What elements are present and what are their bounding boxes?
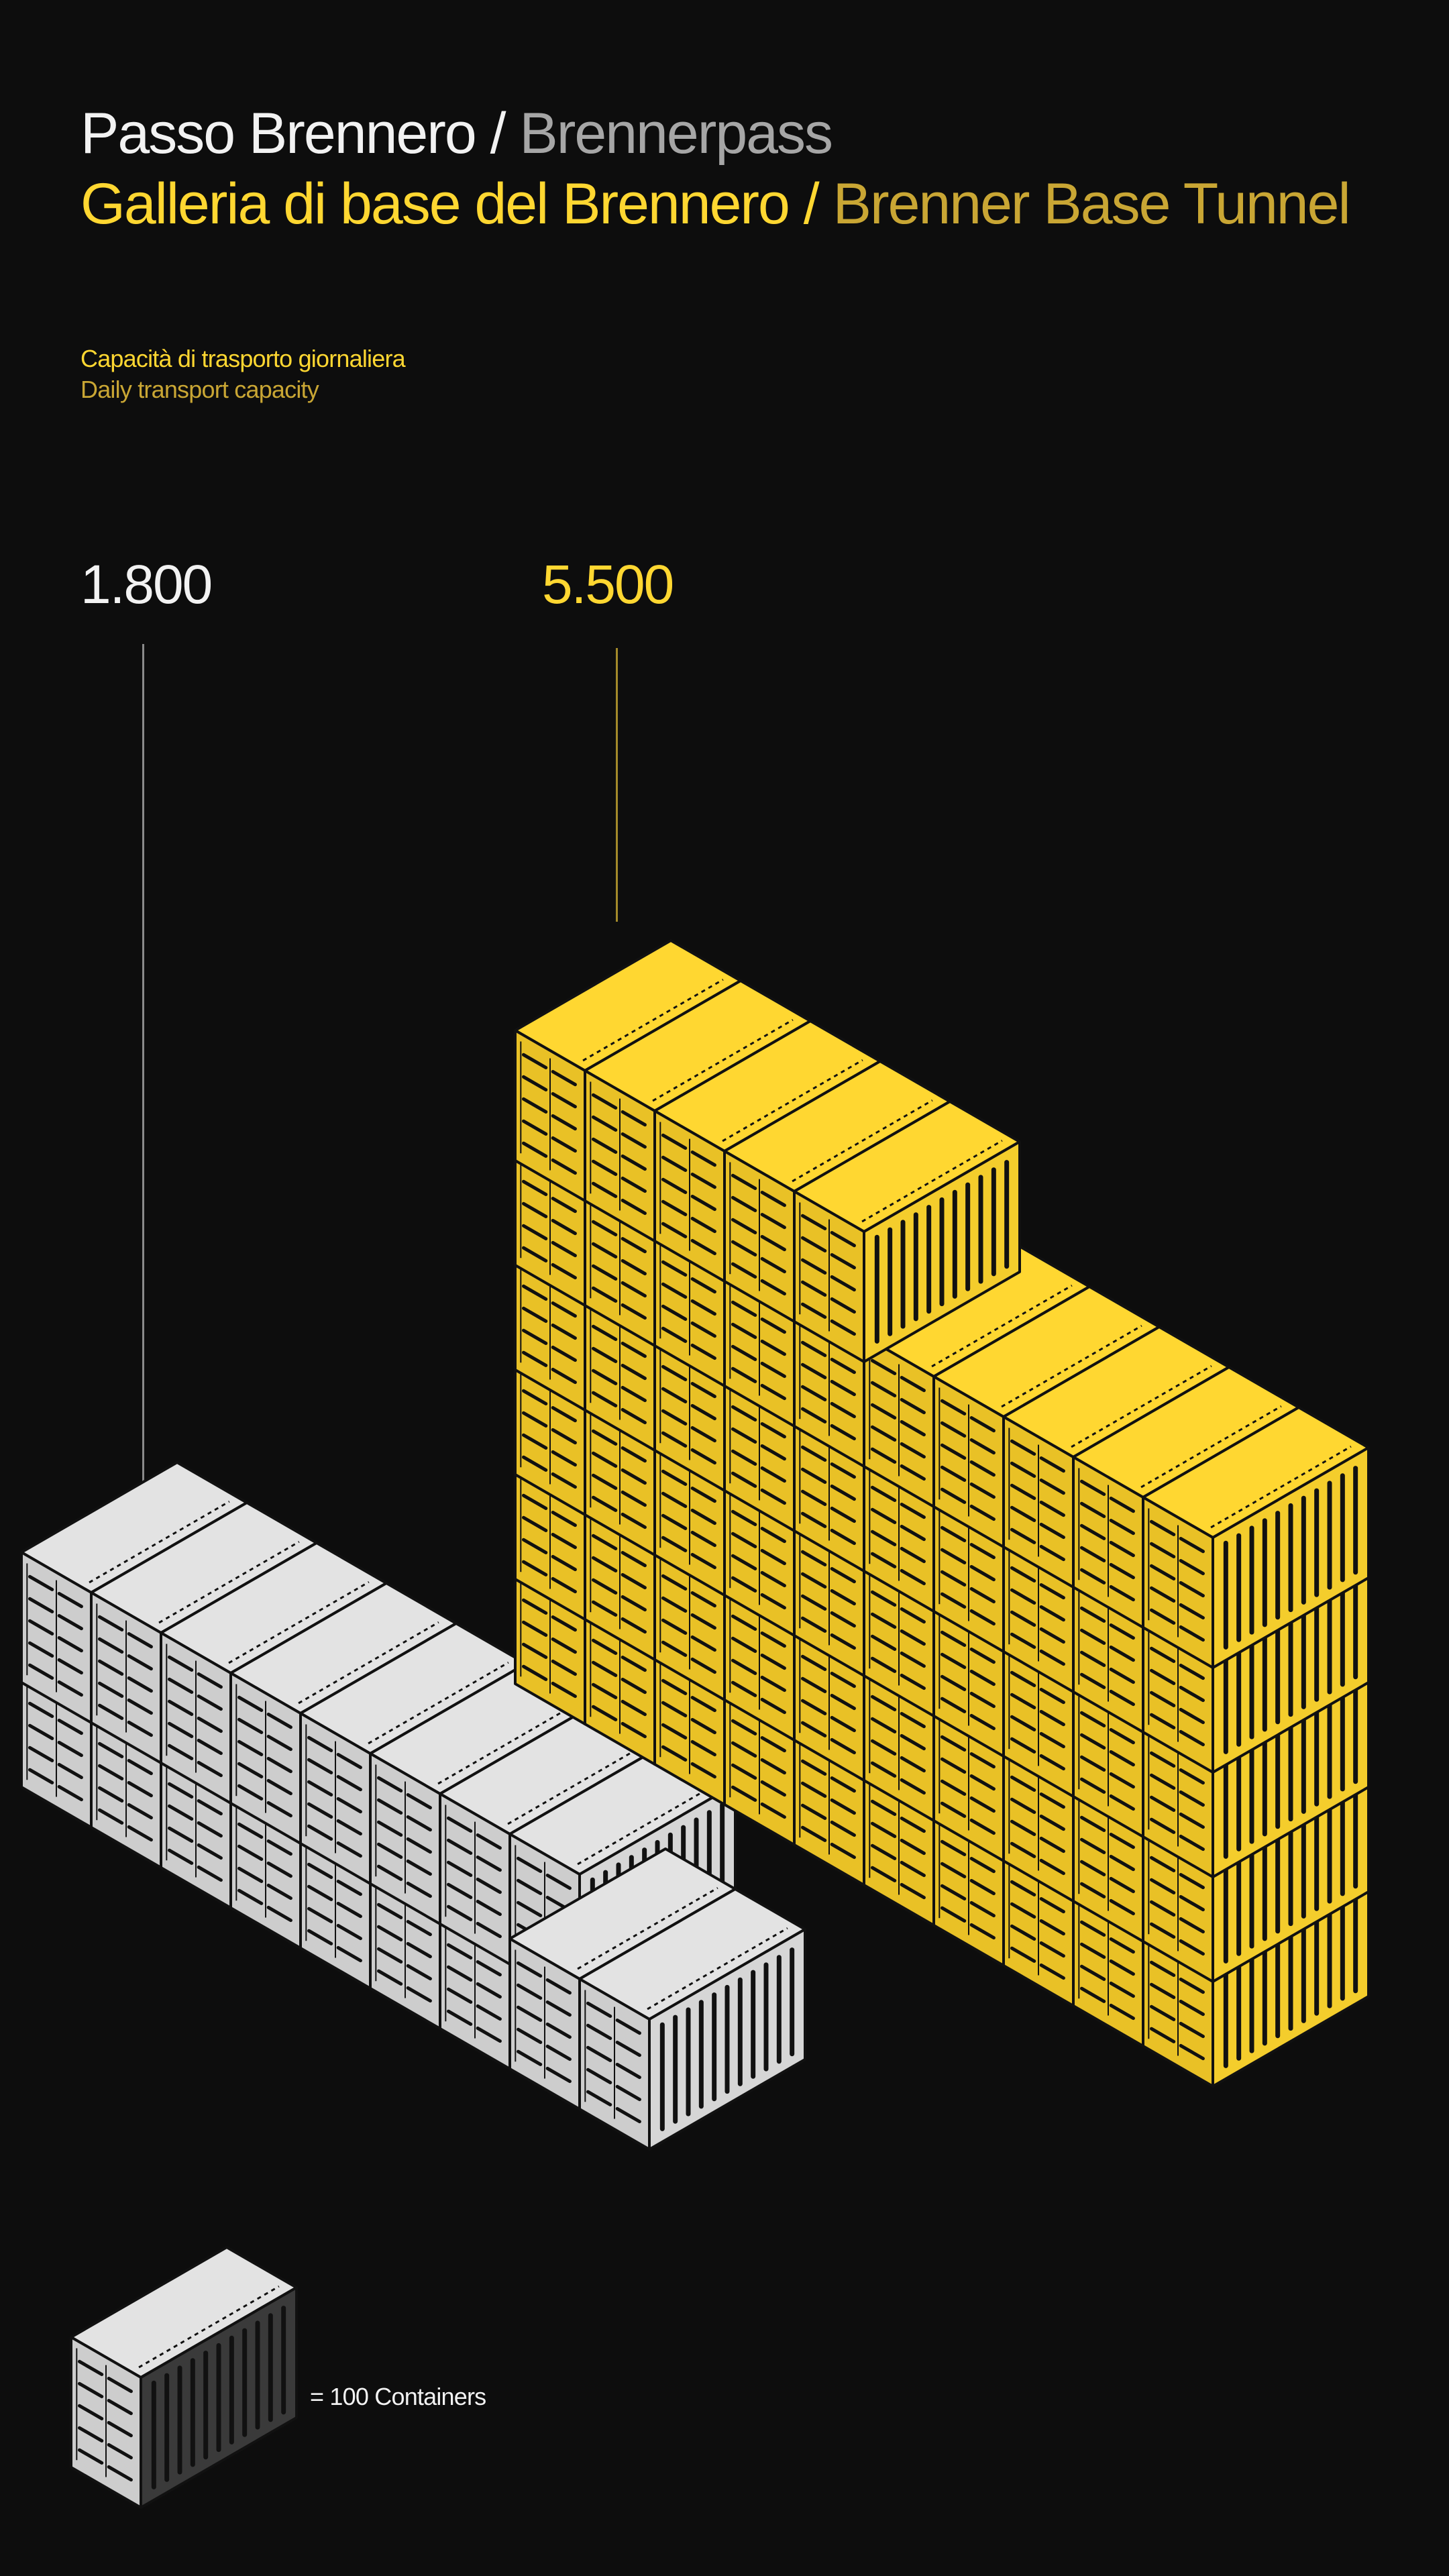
tunnel-container <box>793 1100 1021 1363</box>
subtitle-it: Galleria di base del Brennero <box>80 172 790 236</box>
pass-container <box>578 1888 806 2151</box>
title-it: Passo Brennero <box>80 101 477 166</box>
title-separator: / <box>475 101 520 166</box>
tunnel-container <box>1142 1406 1370 1669</box>
pass-stack <box>20 1461 806 2151</box>
leader-line-pass <box>142 644 144 1638</box>
title-brenner-pass: Passo Brennero / Brennerpass <box>80 101 833 167</box>
metric-label-it: Capacità di trasporto giornaliera <box>80 345 406 372</box>
value-label-pass: 1.800 <box>80 554 213 615</box>
tunnel-stack <box>514 939 1370 2088</box>
metric-label-en: Daily transport capacity <box>80 376 319 403</box>
title-de: Brennerpass <box>519 101 833 166</box>
subtitle-separator: / <box>788 172 833 236</box>
legend-label: = 100 Containers <box>310 2383 486 2410</box>
legend-container-icon <box>70 2246 298 2509</box>
subtitle-en: Brenner Base Tunnel <box>833 172 1351 236</box>
leader-line-tunnel <box>616 648 618 922</box>
title-brenner-base-tunnel: Galleria di base del Brennero / Brenner … <box>80 171 1351 237</box>
value-label-tunnel: 5.500 <box>542 554 674 615</box>
